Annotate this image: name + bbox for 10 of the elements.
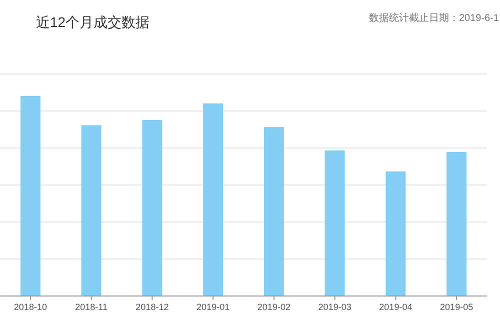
x-tick-label: 2019-03 [318,302,352,312]
x-tick-label: 2018-10 [14,302,47,312]
x-tick-label: 2019-05 [440,302,474,312]
x-tick-label: 2019-01 [196,302,230,312]
x-tick-label: 2018-11 [75,302,108,312]
title: 近12个月成交数据 [36,14,150,30]
x-tick-label: 2018-12 [136,302,169,312]
x-tick-label: 2019-04 [379,302,412,312]
x-tick-label: 2019-02 [257,302,290,312]
subtitle: 数据统计截止日期：2019-6-1 [368,13,499,24]
